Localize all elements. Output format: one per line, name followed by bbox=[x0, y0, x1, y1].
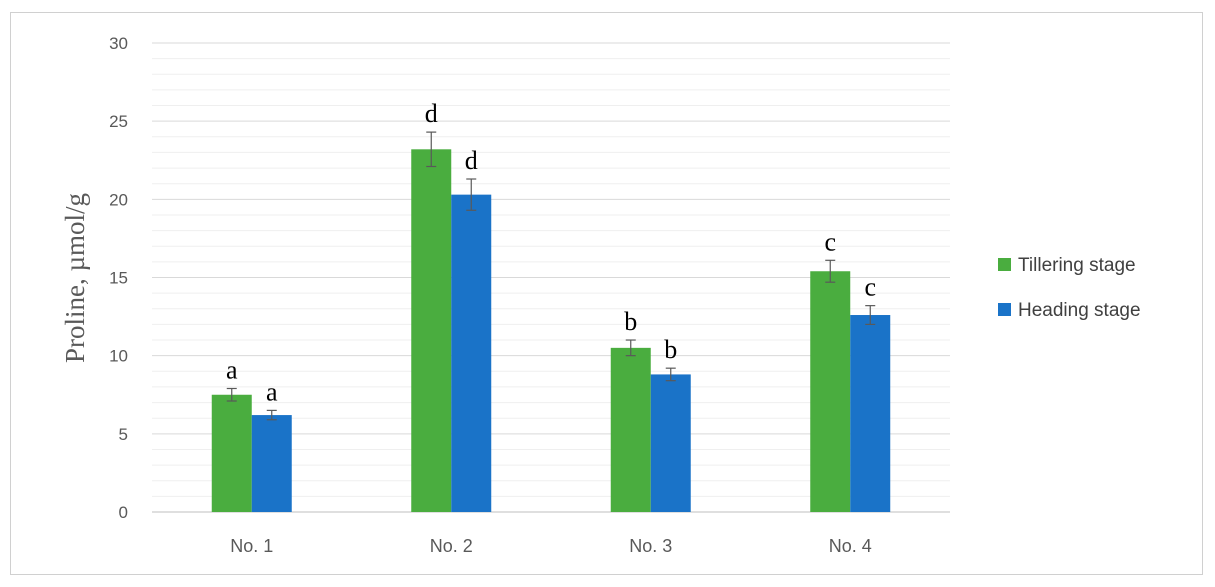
legend-swatch bbox=[998, 303, 1011, 316]
x-category-label: No. 1 bbox=[230, 536, 273, 556]
significance-label: b bbox=[664, 335, 677, 364]
bar-heading-4 bbox=[850, 315, 891, 512]
y-tick-label: 30 bbox=[109, 34, 128, 53]
legend-label: Tillering stage bbox=[1018, 255, 1136, 276]
y-tick-label: 25 bbox=[109, 112, 128, 131]
error-bars bbox=[226, 131, 876, 421]
y-tick-label: 15 bbox=[109, 269, 128, 288]
significance-label: a bbox=[266, 377, 278, 406]
x-category-label: No. 4 bbox=[829, 536, 872, 556]
bar-heading-3 bbox=[650, 374, 691, 512]
y-tick-label: 20 bbox=[109, 190, 128, 209]
bar-heading-2 bbox=[451, 194, 492, 513]
legend-swatch bbox=[998, 258, 1011, 271]
y-tick-label: 5 bbox=[119, 425, 128, 444]
significance-label: c bbox=[824, 227, 836, 256]
y-tick-label: 10 bbox=[109, 347, 128, 366]
bar-tillering-4 bbox=[810, 271, 851, 512]
significance-labels: aa dd bb cc bbox=[226, 99, 876, 406]
bar-tillering-2 bbox=[411, 149, 452, 512]
significance-label: c bbox=[864, 273, 876, 302]
bar-tillering-1 bbox=[211, 394, 252, 512]
bars bbox=[211, 149, 891, 513]
significance-label: b bbox=[624, 307, 637, 336]
y-tick-label: 0 bbox=[119, 503, 128, 522]
legend: Tillering stage Heading stage bbox=[998, 255, 1141, 321]
category-labels: No. 1 No. 2 No. 3 No. 4 bbox=[230, 536, 872, 556]
y-axis-label: Proline, µmol/g bbox=[60, 193, 90, 363]
bar-heading-1 bbox=[251, 415, 292, 512]
significance-label: a bbox=[226, 355, 238, 384]
significance-label: d bbox=[425, 99, 438, 128]
x-category-label: No. 2 bbox=[430, 536, 473, 556]
bar-tillering-3 bbox=[610, 347, 651, 512]
x-category-label: No. 3 bbox=[629, 536, 672, 556]
y-tick-labels: 0 5 10 15 20 25 30 bbox=[109, 34, 128, 522]
legend-label: Heading stage bbox=[1018, 300, 1141, 321]
significance-label: d bbox=[465, 146, 478, 175]
